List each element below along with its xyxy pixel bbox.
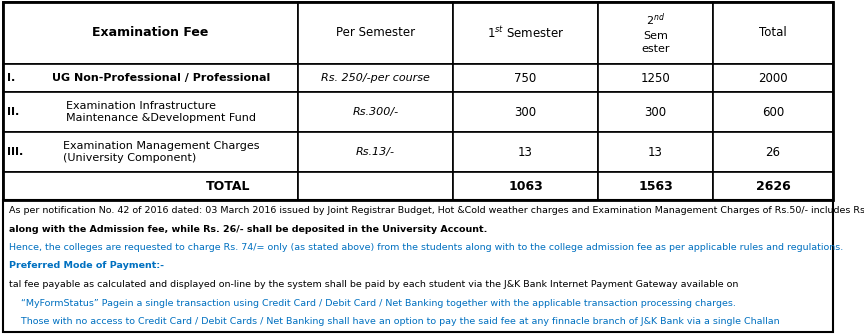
- Text: 300: 300: [645, 106, 666, 119]
- Text: 1250: 1250: [640, 71, 670, 85]
- Text: Hence, the colleges are requested to charge Rs. 74/= only (as stated above) from: Hence, the colleges are requested to cha…: [9, 243, 843, 252]
- Text: “MyFormStatus” Pagein a single transaction using Credit Card / Debit Card / Net : “MyFormStatus” Pagein a single transacti…: [9, 299, 736, 308]
- Text: I.: I.: [7, 73, 16, 83]
- Bar: [298, 64, 453, 92]
- Bar: [598, 2, 713, 64]
- Bar: [453, 132, 598, 172]
- Bar: [3, 64, 298, 92]
- Bar: [298, 92, 453, 132]
- Bar: [713, 64, 833, 92]
- Bar: [598, 172, 713, 200]
- Bar: [298, 172, 453, 200]
- Bar: [453, 172, 598, 200]
- Bar: [3, 172, 298, 200]
- Bar: [3, 200, 833, 332]
- Text: 300: 300: [514, 106, 537, 119]
- Text: 1563: 1563: [638, 179, 673, 192]
- Text: TOTAL: TOTAL: [206, 179, 251, 192]
- Text: Examination Fee: Examination Fee: [92, 26, 209, 39]
- Text: 600: 600: [762, 106, 785, 119]
- Bar: [298, 132, 453, 172]
- Bar: [453, 64, 598, 92]
- Text: 750: 750: [514, 71, 537, 85]
- Text: As per notification No. 42 of 2016 dated: 03 March 2016 issued by Joint Registra: As per notification No. 42 of 2016 dated…: [9, 206, 864, 215]
- Text: Examination Management Charges
(University Component): Examination Management Charges (Universi…: [63, 141, 260, 163]
- Text: along with the Admission fee, while Rs. 26/- shall be deposited in the Universit: along with the Admission fee, while Rs. …: [9, 224, 487, 233]
- Bar: [713, 92, 833, 132]
- Bar: [713, 132, 833, 172]
- Bar: [298, 2, 453, 64]
- Bar: [598, 64, 713, 92]
- Bar: [3, 132, 298, 172]
- Bar: [598, 92, 713, 132]
- Text: Rs. 250/-per course: Rs. 250/-per course: [321, 73, 430, 83]
- Text: III.: III.: [7, 147, 23, 157]
- Text: $1^{st}$ Semester: $1^{st}$ Semester: [486, 25, 564, 41]
- Text: tal fee payable as calculated and displayed on-line by the system shall be paid : tal fee payable as calculated and displa…: [9, 280, 739, 289]
- Text: Those with no access to Credit Card / Debit Cards / Net Banking shall have an op: Those with no access to Credit Card / De…: [9, 317, 779, 326]
- Text: 2626: 2626: [756, 179, 791, 192]
- Text: UG Non-Professional / Professional: UG Non-Professional / Professional: [53, 73, 270, 83]
- Text: 2000: 2000: [759, 71, 788, 85]
- Text: $2^{nd}$
Sem
ester: $2^{nd}$ Sem ester: [641, 11, 670, 54]
- Text: Preferred Mode of Payment:-: Preferred Mode of Payment:-: [9, 262, 164, 271]
- Bar: [453, 92, 598, 132]
- Bar: [713, 2, 833, 64]
- Bar: [453, 2, 598, 64]
- Bar: [3, 92, 298, 132]
- Bar: [3, 2, 298, 64]
- Text: Total: Total: [759, 26, 787, 39]
- Bar: [713, 172, 833, 200]
- Text: 1063: 1063: [508, 179, 543, 192]
- Bar: [598, 132, 713, 172]
- Text: 13: 13: [648, 146, 663, 159]
- Bar: [3, 2, 833, 200]
- Text: II.: II.: [7, 107, 19, 117]
- Text: Per Semester: Per Semester: [336, 26, 415, 39]
- Text: Rs.300/-: Rs.300/-: [353, 107, 398, 117]
- Text: 26: 26: [766, 146, 780, 159]
- Text: Examination Infrastructure
Maintenance &Development Fund: Examination Infrastructure Maintenance &…: [67, 101, 257, 123]
- Text: Rs.13/-: Rs.13/-: [356, 147, 395, 157]
- Text: 13: 13: [518, 146, 533, 159]
